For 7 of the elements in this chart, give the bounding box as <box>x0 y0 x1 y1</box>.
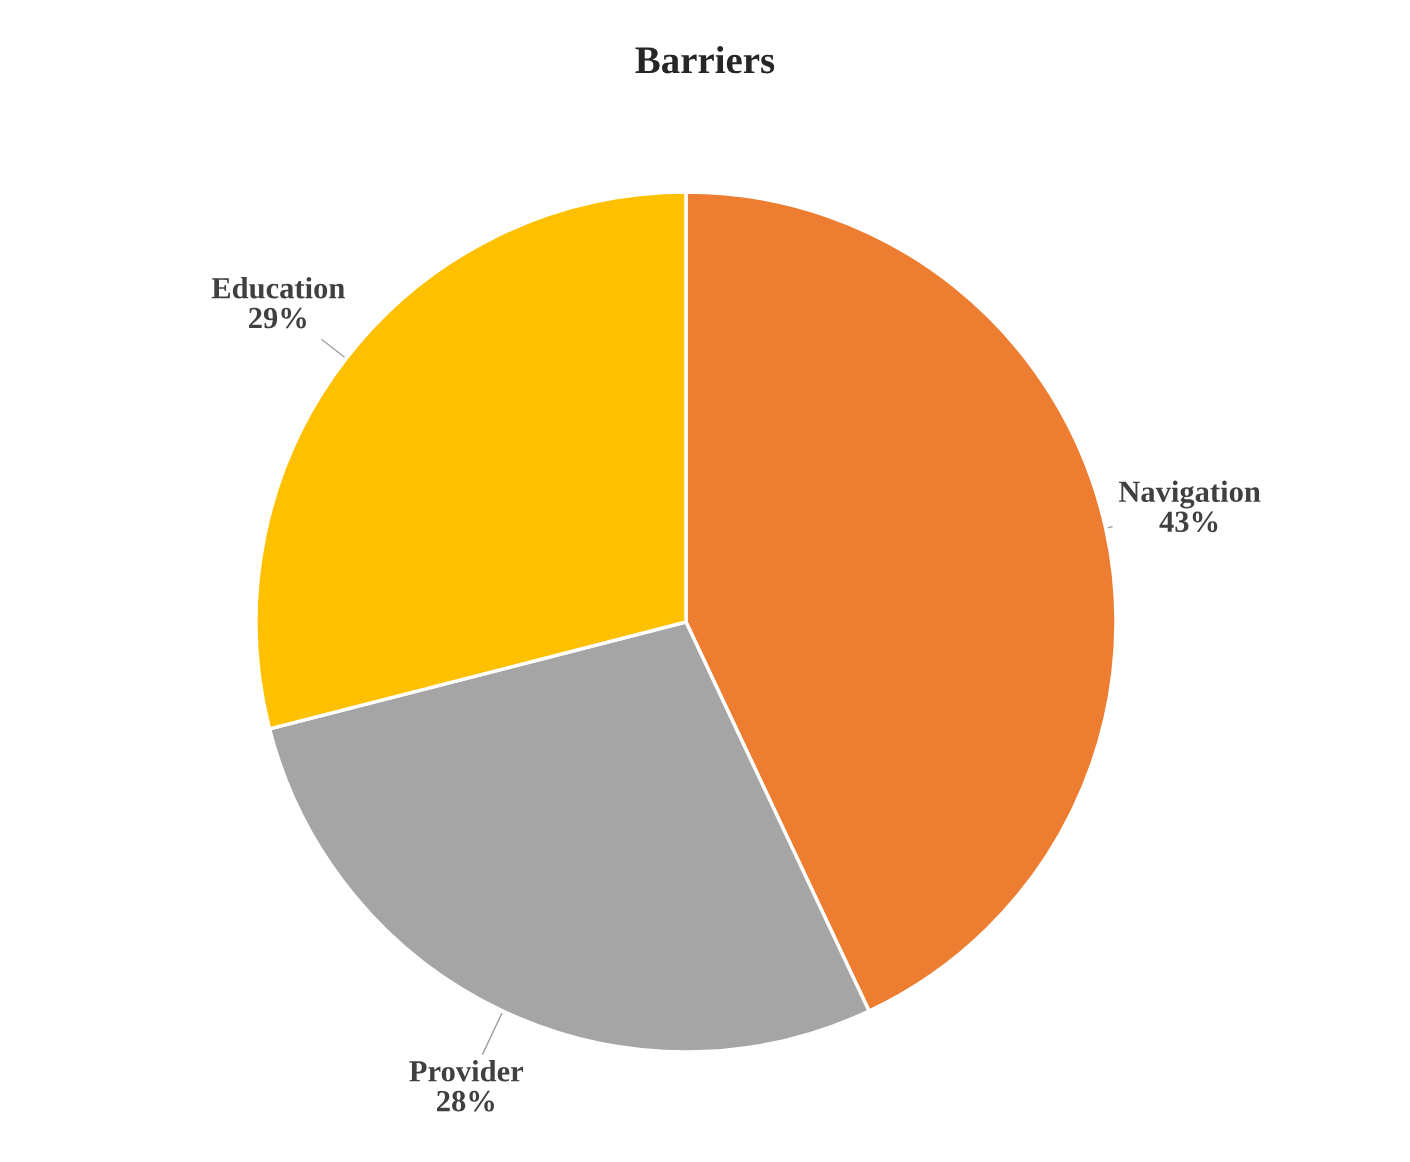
slice-label: Provider <box>409 1060 524 1082</box>
chart-title: Barriers <box>635 46 775 74</box>
data-label: 28% <box>437 1090 494 1112</box>
data-label: 29% <box>249 307 306 329</box>
slice-label: Education <box>211 276 345 299</box>
slice-label: Navigation <box>1118 480 1261 509</box>
data-label: 43% <box>1159 511 1218 533</box>
